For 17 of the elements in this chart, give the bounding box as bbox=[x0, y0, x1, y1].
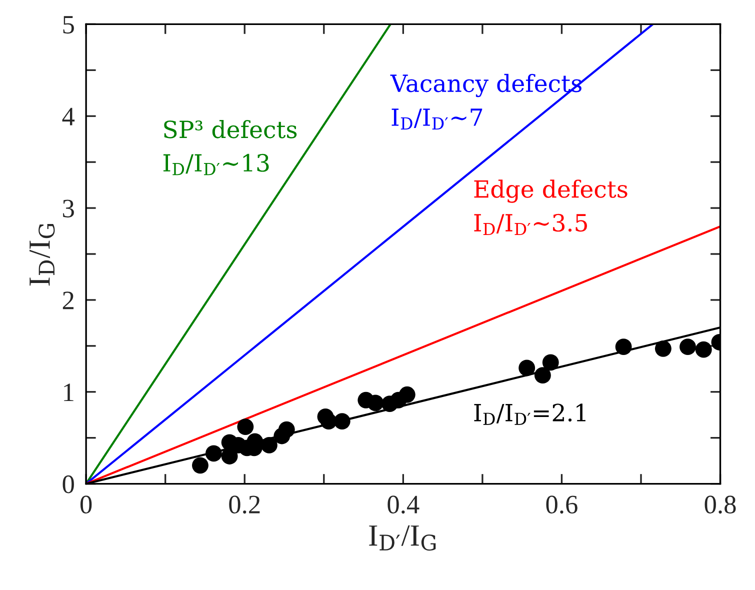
series-label: SP³ defects I$_{D}$/I$_{D′}$∼13 bbox=[163, 120, 297, 176]
x-tick-label: 0.6 bbox=[546, 496, 578, 514]
y-tick-label: 0 bbox=[62, 475, 74, 494]
y-tick-label: 5 bbox=[63, 16, 74, 34]
series-label: Vacancy defects I$_{D}$/I$_{D′}$∼7 bbox=[390, 74, 582, 130]
series-label: Edge defects I$_{D}$/I$_{D′}$∼3.5 bbox=[474, 180, 628, 236]
series-label: I$_{D}$/I$_{D′}$=2.1 bbox=[474, 404, 586, 425]
x-tick-label: 0 bbox=[80, 496, 92, 514]
y-tick-label: 1 bbox=[64, 384, 74, 402]
y-tick-label: 2 bbox=[62, 292, 74, 310]
y-axis-title: I$_{D}$/I$_{G}$ bbox=[30, 224, 55, 286]
x-axis-title: I$_{D′}$/I$_{G}$ bbox=[369, 525, 436, 551]
x-tick-label: 0.4 bbox=[388, 496, 420, 514]
y-tick-label: 4 bbox=[62, 108, 75, 126]
x-tick-label: 0.8 bbox=[704, 496, 736, 514]
y-tick-label: 3 bbox=[63, 200, 74, 218]
x-tick-label: 0.2 bbox=[229, 496, 260, 514]
